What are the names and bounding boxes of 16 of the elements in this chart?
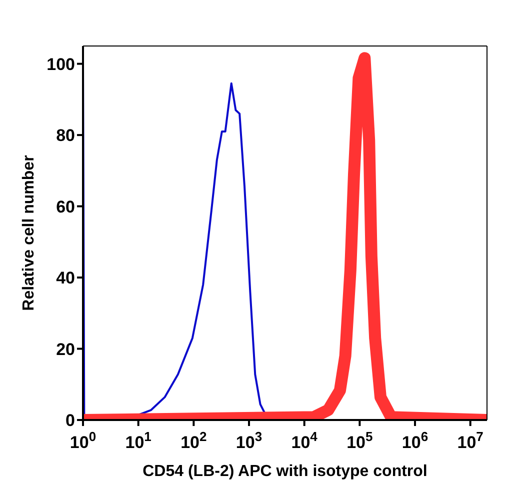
x-tick-label: 10$^{1}$ <box>125 428 152 452</box>
y-tick-label: 20 <box>56 340 75 359</box>
x-tick-label: 10$^{5}$ <box>346 428 373 452</box>
y-tick-label: 80 <box>56 126 75 146</box>
x-tick-label: 10$^{3}$ <box>236 428 262 452</box>
y-tick-label: 100 <box>46 54 75 74</box>
x-tick-label: 10$^{7}$ <box>457 428 484 452</box>
y-axis-title: Relative cell number <box>20 155 38 311</box>
x-tick-label: 10$^{4}$ <box>291 428 318 452</box>
y-tick-label: 0 <box>66 411 75 430</box>
y-tick-label: 60 <box>56 197 75 216</box>
y-tick-label: 40 <box>56 268 75 288</box>
x-tick-label: 10$^{6}$ <box>402 428 428 452</box>
x-tick-label: 10$^{0}$ <box>70 428 96 452</box>
x-axis-title: CD54 (LB-2) APC with isotype control <box>142 463 428 480</box>
x-tick-label: 10$^{2}$ <box>180 428 207 452</box>
